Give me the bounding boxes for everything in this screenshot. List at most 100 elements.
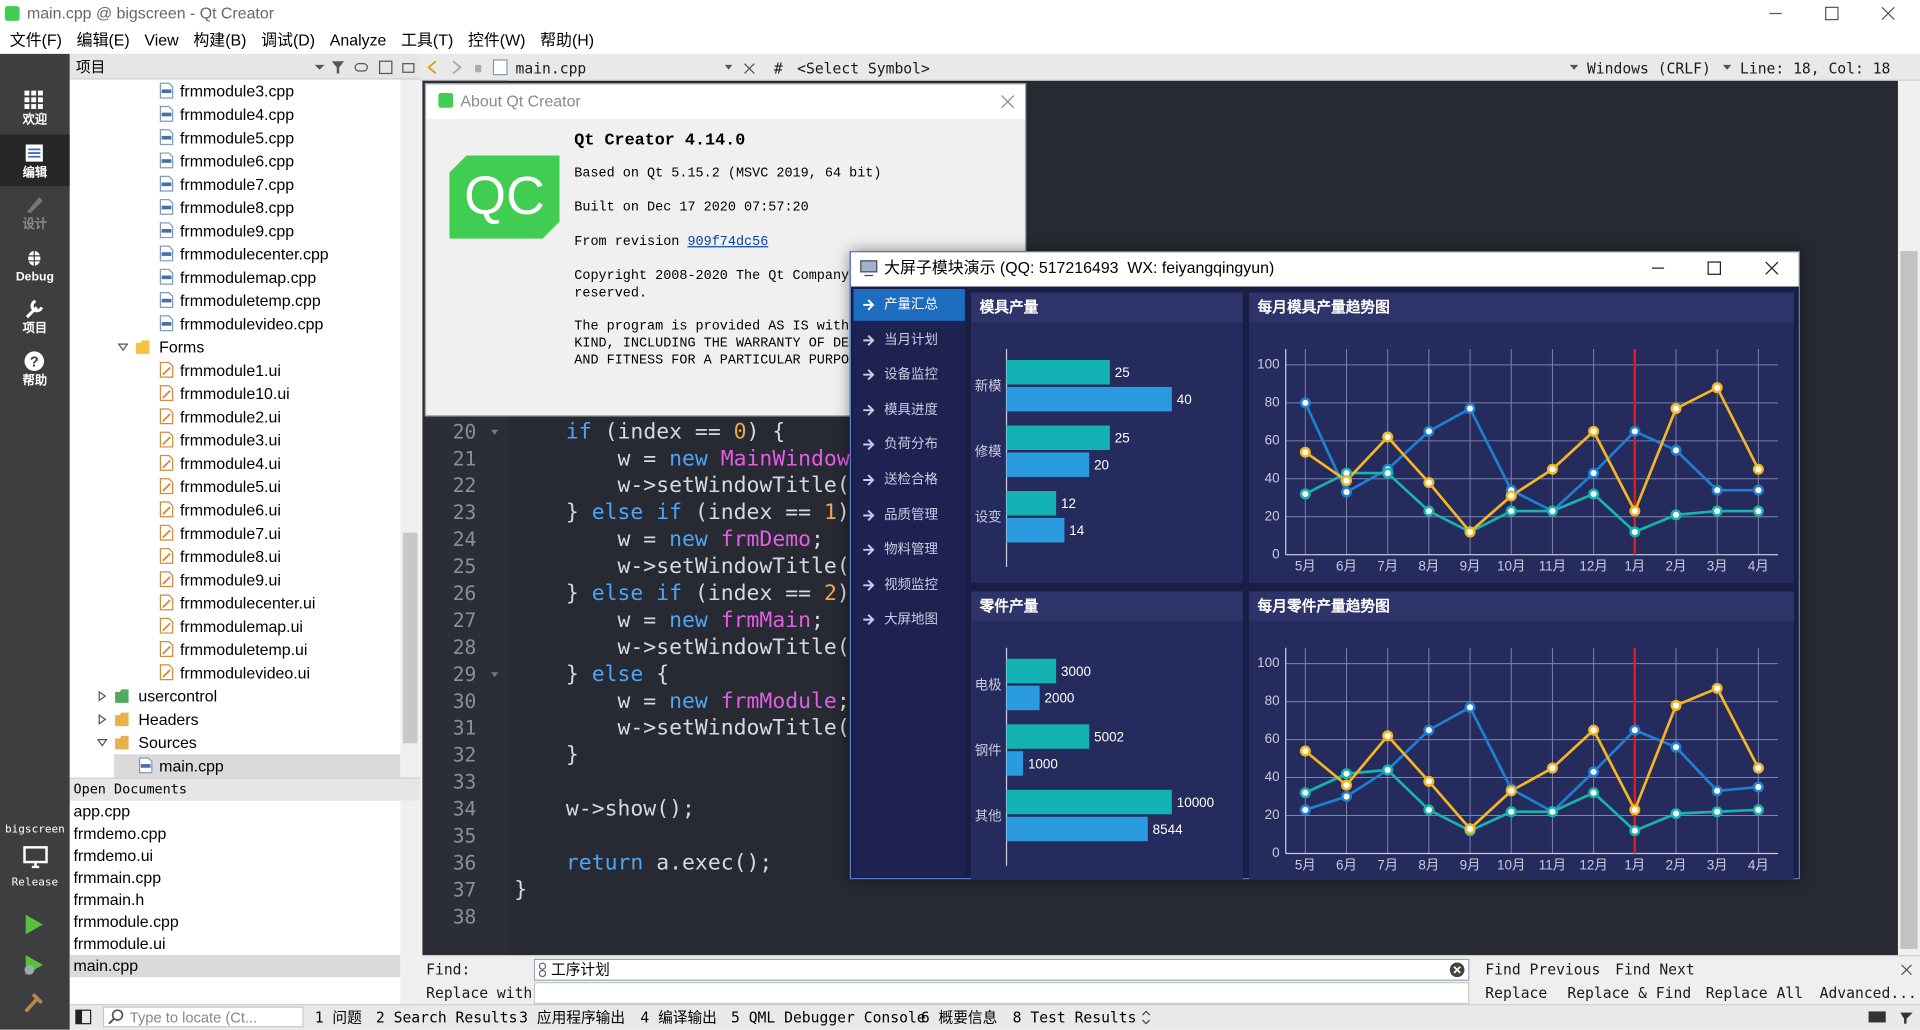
open-doc[interactable]: frmdemo.ui (73, 846, 154, 865)
tree-file[interactable]: frmmodule5.ui (180, 476, 281, 496)
tree-file[interactable]: main.cpp (159, 756, 224, 775)
line-ending[interactable]: Windows (CRLF) (1586, 60, 1711, 78)
mode-button[interactable]: 欢迎 (0, 82, 70, 133)
bar (1006, 751, 1024, 776)
mode-label[interactable]: 编辑 (22, 166, 48, 180)
output-tab[interactable]: 5 QML Debugger Console (731, 1008, 926, 1027)
menu-item[interactable]: Analyze (329, 30, 387, 49)
nav-item[interactable]: 设备监控 (884, 367, 938, 383)
nav-item[interactable]: 负荷分布 (884, 437, 938, 453)
mode-button[interactable]: Debug (0, 239, 70, 290)
nav-item[interactable]: 模具进度 (884, 402, 938, 418)
menu-item[interactable]: 编辑(E) (76, 30, 130, 49)
tree-folder[interactable]: Forms (159, 337, 205, 356)
data-point (1299, 488, 1311, 500)
output-tab[interactable]: 6 概要信息 (920, 1008, 998, 1027)
debug-run-button (24, 955, 43, 975)
menu-item[interactable]: 文件(F) (9, 30, 62, 49)
tree-file[interactable]: frmmodule7.ui (180, 523, 281, 542)
mode-button[interactable]: 编辑 (0, 134, 70, 186)
mode-label[interactable]: 帮助 (22, 374, 48, 389)
tree-file[interactable]: frmmodule6.cpp (180, 151, 295, 170)
find-button[interactable]: Replace (1485, 984, 1548, 1002)
tree-file[interactable]: frmmodule10.ui (180, 383, 290, 403)
tree-file[interactable]: frmmoduletemp.ui (180, 639, 308, 659)
open-doc[interactable]: main.cpp (73, 956, 139, 975)
tree-file[interactable]: frmmodule8.cpp (180, 197, 295, 217)
data-point (1711, 682, 1723, 694)
nav-item[interactable]: 品质管理 (884, 507, 938, 523)
open-doc[interactable]: frmmodule.ui (73, 934, 166, 953)
tree-folder[interactable]: Headers (138, 709, 199, 728)
nav-item[interactable]: 大屏地图 (884, 612, 938, 628)
find-button[interactable]: Advanced... (1819, 984, 1917, 1002)
tree-file[interactable]: frmmodule4.cpp (180, 104, 295, 124)
output-tab[interactable]: 4 编译输出 (640, 1008, 717, 1027)
output-tab[interactable]: 2 Search Results (375, 1008, 518, 1027)
tree-file[interactable]: frmmodulevideo.cpp (180, 314, 324, 333)
tree-file[interactable]: frmmodule7.cpp (180, 174, 295, 193)
tree-file[interactable]: frmmodule3.cpp (180, 81, 295, 100)
tree-file[interactable]: frmmodule5.cpp (180, 127, 295, 147)
revision-link[interactable]: 909f74dc56 (687, 235, 769, 250)
menu-item[interactable]: 构建(B) (193, 30, 247, 49)
locate-input[interactable] (102, 1006, 304, 1028)
mode-button[interactable]: ? 帮助 (0, 343, 70, 394)
tree-file[interactable]: frmmodule1.ui (180, 360, 281, 379)
open-doc[interactable]: frmmain.cpp (73, 868, 162, 887)
menu-item[interactable]: 控件(W) (467, 30, 526, 49)
editor-file[interactable]: main.cpp (515, 60, 587, 78)
nav-item[interactable]: 视频监控 (884, 577, 938, 593)
x-tick-label: 8月 (1418, 559, 1439, 574)
mode-label[interactable]: 欢迎 (22, 113, 48, 128)
find-button[interactable]: Replace & Find (1567, 984, 1692, 1002)
mode-label[interactable]: 项目 (22, 322, 48, 336)
open-doc[interactable]: frmmain.h (73, 890, 145, 909)
tree-file[interactable]: frmmodule9.cpp (180, 221, 295, 240)
tree-file[interactable]: frmmodulemap.cpp (180, 267, 317, 286)
output-tab[interactable]: 8 Test Results (1012, 1008, 1137, 1027)
symbol-selector[interactable]: <Select Symbol> (797, 60, 930, 78)
nav-item[interactable]: 物料管理 (884, 542, 938, 558)
mode-label[interactable]: Debug (15, 270, 54, 284)
mode-label[interactable]: 设计 (22, 218, 48, 232)
menu-item[interactable]: 帮助(H) (540, 30, 595, 49)
tree-file[interactable]: frmmoduletemp.cpp (180, 290, 321, 310)
find-input[interactable] (533, 958, 1470, 981)
tree-file[interactable]: frmmodule4.ui (180, 453, 281, 473)
tree-file[interactable]: frmmodule8.ui (180, 546, 281, 566)
menu-item[interactable]: 工具(T) (401, 30, 454, 49)
data-point (1629, 526, 1641, 538)
find-button[interactable]: Replace All (1705, 984, 1804, 1002)
output-tab[interactable]: 3 应用程序输出 (519, 1008, 626, 1027)
tree-file[interactable]: frmmodule2.ui (180, 407, 281, 426)
tree-file[interactable]: frmmodulecenter.ui (180, 593, 316, 612)
nav-item[interactable]: 送检合格 (884, 472, 938, 488)
nav-item[interactable]: 产量汇总 (884, 297, 938, 313)
find-button[interactable]: Find Previous (1485, 961, 1601, 979)
open-doc[interactable]: frmdemo.cpp (73, 824, 167, 843)
icon (863, 614, 875, 626)
tree-folder[interactable]: Sources (138, 732, 197, 752)
replace-input[interactable] (533, 982, 1470, 1005)
tree-file[interactable]: frmmodule6.ui (180, 500, 281, 519)
output-tab[interactable]: 1 问题 (314, 1008, 362, 1027)
nav-item[interactable]: 当月计划 (884, 332, 938, 348)
tree-file[interactable]: frmmodulemap.ui (180, 616, 303, 635)
mode-icon (25, 143, 43, 162)
mode-button[interactable]: 设计 (0, 186, 70, 237)
tree-file[interactable]: frmmodule9.ui (180, 570, 281, 589)
mode-button[interactable]: 项目 (0, 291, 70, 342)
cursor-position[interactable]: Line: 18, Col: 18 (1740, 60, 1891, 78)
find-text[interactable]: 工序计划 (551, 961, 610, 979)
menu-item[interactable]: View (144, 30, 179, 49)
tree-folder[interactable]: usercontrol (138, 686, 218, 705)
open-doc[interactable]: frmmodule.cpp (73, 912, 179, 931)
tree-file[interactable]: frmmodulecenter.cpp (180, 244, 329, 263)
tree-file[interactable]: frmmodule3.ui (180, 430, 281, 449)
menu-item[interactable]: 调试(D) (261, 30, 316, 49)
tree-file[interactable]: frmmodulevideo.ui (180, 663, 311, 682)
open-doc[interactable]: app.cpp (73, 802, 131, 821)
find-button[interactable]: Find Next (1615, 961, 1695, 979)
